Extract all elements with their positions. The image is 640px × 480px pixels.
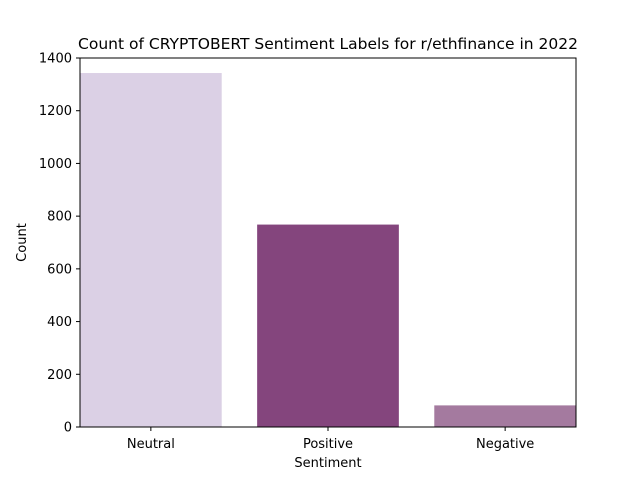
chart-title: Count of CRYPTOBERT Sentiment Labels for…	[78, 35, 578, 53]
y-tick-label: 1200	[39, 104, 72, 119]
bar-neutral	[80, 73, 222, 428]
y-tick-label: 200	[47, 368, 72, 383]
bar-positive	[257, 224, 399, 427]
y-tick-label: 0	[64, 421, 72, 436]
x-tick-label-positive: Positive	[303, 437, 353, 452]
x-tick-label-neutral: Neutral	[127, 437, 175, 452]
y-tick-label: 800	[47, 210, 72, 225]
bars-group	[80, 73, 576, 428]
y-tick-label: 400	[47, 315, 72, 330]
y-tick-label: 1000	[39, 157, 72, 172]
bar-negative	[434, 405, 576, 427]
x-axis: Neutral Positive Negative	[127, 427, 534, 452]
x-axis-title: Sentiment	[294, 456, 361, 471]
y-axis-title: Count	[15, 223, 30, 262]
x-tick-label-negative: Negative	[476, 437, 534, 452]
y-tick-label: 1400	[39, 52, 72, 67]
plot-frame	[79, 57, 577, 428]
y-tick-label: 600	[47, 262, 72, 277]
y-axis: 0 200 400 600 800 1000 1200 1400	[39, 52, 80, 436]
